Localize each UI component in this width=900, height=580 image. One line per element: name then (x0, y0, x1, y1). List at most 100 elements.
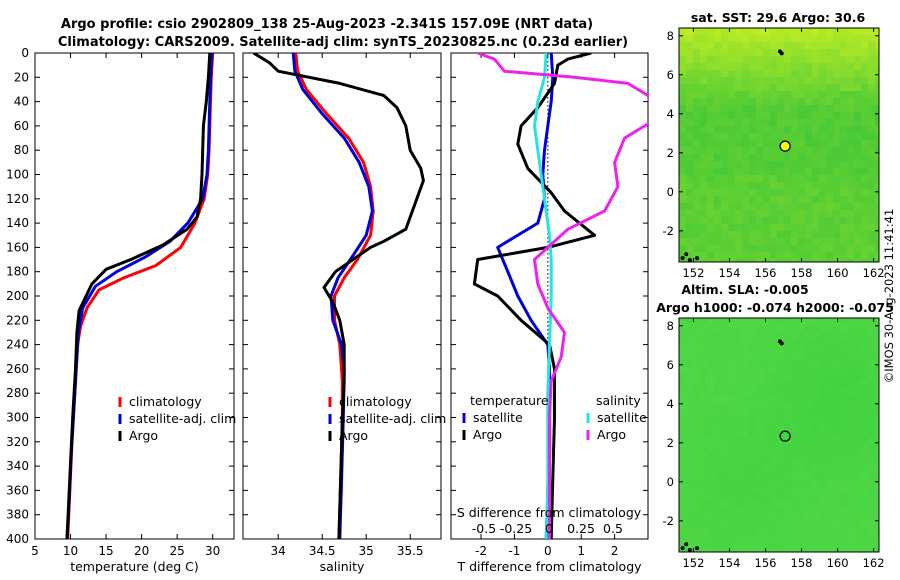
x-tick-label: 2 (611, 544, 619, 558)
map-frame (678, 27, 880, 263)
coastline-speck (695, 256, 700, 261)
y-tick-label: 180 (6, 265, 29, 279)
coastline-speck (695, 546, 700, 551)
legend-label: climatology (339, 394, 412, 409)
y-tick-label: 260 (6, 362, 29, 376)
x-tick-label: 25 (170, 544, 185, 558)
sst-map-panel: sat. SST: 29.6 Argo: 30.6 152 154 156 158 160… (663, 10, 885, 280)
y-tick-label: 0 (21, 46, 29, 60)
x-tick-label: 30 (205, 544, 220, 558)
salinity-difference-axis-label: S difference from climatology (457, 505, 642, 520)
y-tick-label: 360 (6, 483, 29, 497)
legend-label: climatology (129, 394, 202, 409)
y-tick-label: 140 (6, 216, 29, 230)
argo-position-marker (779, 140, 791, 152)
x-tick-label: 0 (544, 544, 552, 558)
lon-tick-label: 154 (718, 266, 740, 280)
lon-tick-label: 160 (827, 266, 849, 280)
lat-tick-label: 0 (667, 185, 674, 199)
legend-label: Argo (473, 427, 502, 442)
y-tick-label: 380 (6, 508, 29, 522)
lat-tick-label: 8 (667, 319, 674, 333)
lat-tick-label: 2 (667, 436, 674, 450)
lat-tick-label: 2 (667, 146, 674, 160)
y-tick-label: 80 (14, 143, 29, 157)
x-tick-label: -2 (475, 544, 487, 558)
x-axis-label: salinity (320, 559, 365, 574)
imos-watermark: ©IMOS 30-Aug-2023 11:41:41 (882, 209, 896, 384)
lon-tick-label: 156 (755, 556, 777, 570)
legend-label: Argo (129, 428, 158, 443)
y-tick-label: 280 (6, 386, 29, 400)
lon-tick-label: 156 (755, 266, 777, 280)
legend-label: satellite (597, 410, 647, 425)
lat-tick-label: 4 (667, 107, 674, 121)
lat-tick-label: 0 (667, 475, 674, 489)
sla-map-title: Altim. SLA: -0.005 (681, 282, 808, 297)
plot-frame (34, 52, 235, 540)
series-line-salinity-argo (477, 53, 648, 539)
y-tick-label: 340 (6, 459, 29, 473)
y-tick-label: 200 (6, 289, 29, 303)
argo-height-title: Argo h1000: -0.074 h2000: -0.075 (656, 300, 894, 315)
temperature-panel: 5 10 15 20 25 3002040608010012014016018020022… (6, 46, 236, 574)
y-tick-label: 240 (6, 338, 29, 352)
y-tick-label: 400 (6, 532, 29, 546)
sst-field (679, 28, 879, 262)
map-frame (678, 317, 880, 553)
x-tick-label: 35 (359, 544, 374, 558)
y-tick-label: 300 (6, 411, 29, 425)
lat-tick-label: 4 (667, 397, 674, 411)
x-tick-label: 10 (63, 544, 78, 558)
sla-map-panel: Altim. SLA: -0.005 Argo h1000: -0.074 h20… (656, 282, 894, 570)
x-axis-label: temperature (deg C) (70, 559, 199, 574)
lat-tick-label: 6 (667, 68, 674, 82)
y-tick-label: 160 (6, 240, 29, 254)
salinity-difference-tick-label: 0 (545, 521, 553, 536)
title-line-2: Climatology: CARS2009. Satellite-adj cli… (58, 35, 628, 50)
coastline-speck (680, 256, 685, 261)
sst-map-title: sat. SST: 29.6 Argo: 30.6 (691, 10, 866, 25)
x-tick-label: 5 (31, 544, 39, 558)
coastline-speck (779, 51, 784, 56)
salinity-panel: 34 34.5 35 35.5 salinity climatology satellite… (242, 52, 446, 574)
salinity-difference-tick-label: -0.5 (472, 521, 496, 536)
salinity-difference-tick-label: 0.25 (567, 521, 595, 536)
coastline-speck (680, 546, 685, 551)
lon-tick-label: 162 (863, 556, 885, 570)
legend-label: Argo (597, 427, 626, 442)
y-tick-label: 320 (6, 435, 29, 449)
coastline-speck (779, 341, 784, 346)
coastline-speck (687, 258, 692, 262)
series-line-argo (65, 53, 212, 539)
series-line-salinity-satellite (533, 53, 553, 539)
lat-tick-label: 8 (667, 29, 674, 43)
title-line-1: Argo profile: csio 2902809_138 25-Aug-20… (61, 17, 593, 32)
legend-label: satellite-adj. clim (129, 411, 236, 426)
y-tick-label: 60 (14, 119, 29, 133)
x-tick-label: 35.5 (397, 544, 424, 558)
y-tick-label: 20 (14, 70, 29, 84)
legend-title-salinity: salinity (596, 393, 641, 408)
legend-title-temperature: temperature (470, 393, 549, 408)
lon-tick-label: 152 (682, 266, 704, 280)
legend-label: satellite-adj. clim (339, 411, 446, 426)
x-tick-label: 34.5 (309, 544, 336, 558)
x-tick-label: -1 (508, 544, 520, 558)
y-tick-label: 220 (6, 313, 29, 327)
sla-field (679, 318, 879, 552)
coastline-speck (684, 252, 689, 257)
y-tick-label: 40 (14, 95, 29, 109)
difference-panel: -2 -1 0 1 2T difference from climatology temp… (450, 52, 649, 574)
salinity-difference-tick-label: -0.25 (500, 521, 532, 536)
series-line-temperature-argo (472, 53, 597, 539)
lon-tick-label: 162 (863, 266, 885, 280)
lat-tick-label: -2 (663, 224, 674, 238)
y-tick-label: 100 (6, 168, 29, 182)
x-tick-label: 34 (271, 544, 286, 558)
series-line-argo (252, 53, 425, 539)
x-axis-label: T difference from climatology (456, 559, 642, 574)
coastline-speck (684, 542, 689, 547)
y-tick-label: 120 (6, 192, 29, 206)
